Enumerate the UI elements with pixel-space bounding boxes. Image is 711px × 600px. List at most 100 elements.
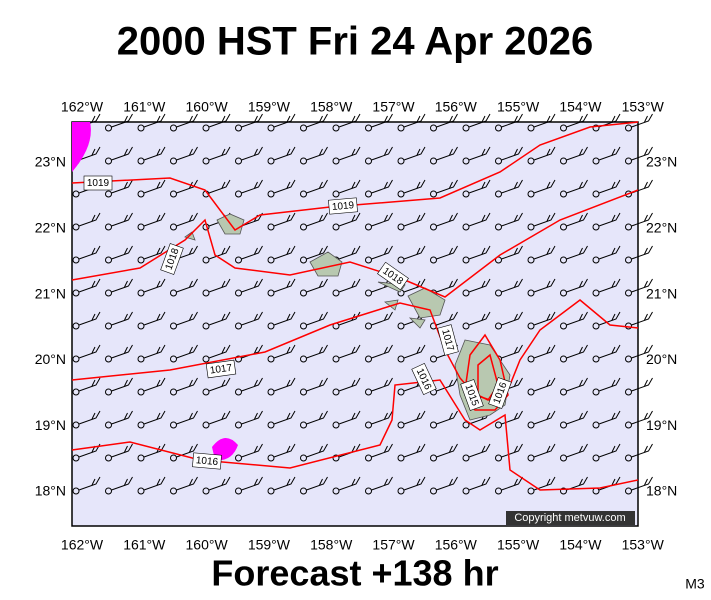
barb-station: [137, 256, 145, 264]
barb: [371, 179, 393, 194]
barb-station: [527, 355, 535, 363]
barb: [78, 344, 101, 359]
barb-station: [560, 388, 567, 396]
barb-station: [625, 223, 632, 231]
barb: [241, 476, 263, 491]
barb-station: [560, 157, 567, 165]
barb-station: [170, 487, 177, 495]
barb-station: [72, 322, 80, 330]
barb-station: [235, 388, 242, 396]
barb: [403, 212, 426, 227]
barb-station: [397, 124, 405, 132]
barb: [143, 146, 166, 161]
barb: [306, 179, 328, 194]
barb-station: [267, 289, 275, 297]
barb-station: [462, 454, 470, 462]
barb: [273, 245, 296, 260]
lon-label: 160°W: [186, 99, 229, 115]
barb-station: [137, 388, 145, 396]
isobar-label-box: [328, 197, 358, 215]
barb-station: [397, 454, 405, 462]
barb: [176, 344, 198, 359]
barb-station: [105, 256, 112, 264]
barb: [598, 146, 621, 161]
barb: [631, 113, 653, 128]
barb-station: [202, 157, 210, 165]
barb-station: [105, 190, 112, 198]
isobar-label: 1019: [328, 197, 358, 215]
barb: [436, 377, 458, 392]
barb-station: [527, 190, 535, 198]
barb: [143, 410, 166, 425]
barb: [436, 278, 458, 293]
barb-station: [137, 190, 145, 198]
barb: [78, 245, 101, 260]
barb-station: [332, 388, 340, 396]
barb: [78, 377, 101, 392]
barb: [371, 443, 393, 458]
barb: [371, 212, 393, 227]
isobar-label: 1018: [160, 243, 184, 275]
barb-station: [267, 190, 275, 198]
barb: [241, 377, 263, 392]
barb-station: [430, 157, 437, 165]
barb: [468, 443, 491, 458]
barb: [176, 476, 198, 491]
barb-station: [235, 487, 242, 495]
lon-label: 162°W: [61, 537, 104, 553]
barb: [631, 476, 653, 491]
barb: [436, 476, 458, 491]
barb-station: [137, 223, 145, 231]
isobar-label: 1015: [460, 379, 484, 411]
barb: [501, 245, 523, 260]
barb: [631, 245, 653, 260]
barb: [111, 311, 133, 326]
barb-station: [267, 322, 275, 330]
barb-station: [625, 190, 632, 198]
barb: [143, 476, 166, 491]
barb: [338, 179, 361, 194]
barb: [533, 311, 556, 326]
barb-station: [397, 487, 405, 495]
barb-station: [170, 157, 177, 165]
isobar-label-box: [205, 359, 237, 379]
barb-station: [365, 157, 372, 165]
lat-label: 19°N: [646, 417, 677, 433]
barb: [176, 278, 198, 293]
barb-station: [170, 388, 177, 396]
barb-station: [72, 289, 80, 297]
barb-station: [105, 421, 112, 429]
isobar-label: 1016: [488, 377, 512, 409]
barb: [241, 245, 263, 260]
barb-station: [495, 124, 502, 132]
barb: [241, 179, 263, 194]
barb: [273, 410, 296, 425]
barb-station: [495, 454, 502, 462]
barb-station: [625, 355, 632, 363]
barb: [111, 377, 133, 392]
barb-station: [300, 487, 307, 495]
barb-station: [137, 322, 145, 330]
barb-station: [560, 355, 567, 363]
barb-station: [105, 157, 112, 165]
barb: [598, 443, 621, 458]
barb: [436, 245, 458, 260]
barb: [208, 410, 231, 425]
copyright-box: [506, 511, 635, 525]
barb: [273, 278, 296, 293]
barb-station: [592, 124, 600, 132]
barb: [403, 245, 426, 260]
barb-station: [625, 124, 632, 132]
barb-station: [495, 223, 502, 231]
barb-station: [430, 355, 437, 363]
barb-station: [202, 322, 210, 330]
pressure-blob: [212, 437, 238, 461]
barb: [501, 443, 523, 458]
barb-station: [430, 421, 437, 429]
forecast-label: Forecast +138 hr: [211, 553, 498, 594]
barb: [371, 410, 393, 425]
barb-station: [560, 487, 567, 495]
copyright: Copyright metvuw.com: [514, 512, 625, 524]
barb: [598, 245, 621, 260]
barb: [241, 278, 263, 293]
